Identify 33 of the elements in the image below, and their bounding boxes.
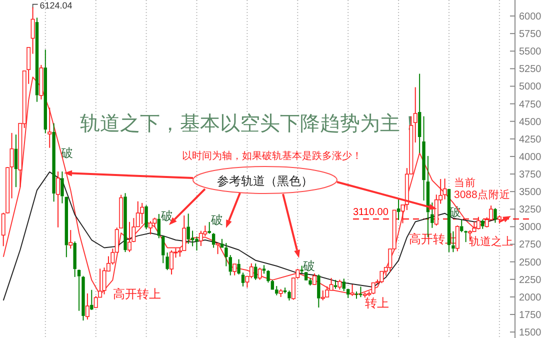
annotation: 转上: [365, 296, 389, 310]
annotation: 轨道之上: [469, 235, 513, 248]
annotation: 6124.04: [40, 0, 72, 10]
y-tick-label: 2500: [519, 257, 542, 268]
y-tick-label: 6000: [519, 12, 542, 23]
peak-label: 6124.04: [32, 0, 72, 10]
y-tick-label: 4500: [519, 116, 542, 128]
ref-line-label: 3110.00: [353, 206, 389, 218]
y-tick-label: 1750: [519, 310, 542, 321]
y-tick-label: 2250: [519, 274, 542, 286]
y-tick-label: 4250: [519, 134, 542, 146]
annotation: 3088点附近: [454, 188, 510, 201]
y-tick-label: 4750: [519, 99, 542, 110]
annotation: 以时间为轴，如果破轨基本是跌多涨少！: [182, 150, 362, 162]
annotation: 破: [302, 259, 315, 273]
y-tick-label: 5250: [519, 64, 542, 76]
annotation: 参考轨道（黑色）: [217, 174, 313, 188]
y-tick-label: 3250: [519, 204, 542, 216]
annotation: 当前: [454, 177, 476, 189]
annotation: 破: [210, 213, 223, 227]
y-tick-label: 5500: [519, 46, 542, 58]
y-tick-label: 3500: [519, 187, 542, 198]
y-tick-label: 3750: [519, 170, 542, 181]
annotation: 高开转上: [113, 287, 161, 301]
y-tick-label: 5750: [519, 29, 542, 40]
y-tick-label: 2750: [519, 240, 542, 251]
y-tick-label: 5000: [519, 82, 542, 93]
annotation: 破: [60, 146, 73, 160]
y-tick-label: 2000: [519, 292, 542, 304]
y-tick-label: 4000: [519, 152, 542, 163]
annotation: 破: [160, 209, 173, 223]
y-tick-label: 1500: [519, 328, 542, 338]
y-tick-label: 3000: [519, 222, 542, 234]
